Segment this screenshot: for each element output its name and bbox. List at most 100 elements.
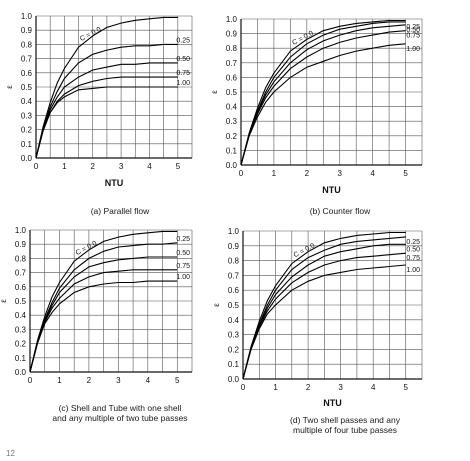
x-tick-label: 0 [34,162,39,171]
x-tick-label: 5 [403,169,408,178]
series-line [29,280,178,373]
x-axis-label: NTU [322,185,341,195]
x-tick-label: 1 [272,169,277,178]
y-tick-label: 0.6 [226,73,238,82]
x-axis-label: NTU [105,178,124,188]
x-tick-label: 5 [176,162,181,171]
panel-title-d: (d) Two shell passes and any multiple of… [290,415,400,435]
x-tick-label: 2 [305,169,310,178]
y-tick-label: 0.2 [228,345,240,354]
x-tick-label: 2 [306,383,311,392]
series-line [242,243,406,380]
series-line [240,43,406,166]
y-axis-label: ε [210,90,219,94]
y-tick-label: 0.1 [228,360,240,369]
x-tick-label: 4 [371,383,376,392]
series-line [242,231,406,380]
series-label: 0.75 [176,70,190,77]
series-line [242,264,406,380]
series-label: 0.50 [406,246,420,253]
series-label: 0.50 [176,250,190,257]
x-tick-label: 4 [370,169,375,178]
y-tick-label: 0.9 [226,30,238,39]
y-tick-label: 0.3 [226,117,238,126]
series-line [29,256,178,373]
series-line [242,252,406,380]
y-tick-label: 1.0 [15,226,27,235]
y-tick-label: 0.5 [21,83,33,92]
y-tick-label: 0.2 [226,132,238,141]
x-tick-label: 4 [146,376,151,385]
series-label: 1.00 [406,267,420,274]
y-tick-label: 0.7 [15,269,27,278]
panel-title-c: (c) Shell and Tube with one shell and an… [52,403,188,423]
y-tick-label: 0.3 [21,111,33,120]
y-tick-label: 0.3 [228,331,240,340]
y-tick-label: 0.1 [226,146,238,155]
x-tick-label: 3 [338,383,343,392]
x-tick-label: 1 [57,376,62,385]
y-axis-label: ε [5,85,14,89]
series-line [242,236,406,380]
series-line [240,30,406,166]
y-tick-label: 0.0 [226,161,238,170]
y-tick-label: 0.2 [15,340,27,349]
series-label: 0.50 [406,27,420,34]
y-tick-label: 0.1 [15,354,27,363]
series-label: 0.25 [176,236,190,243]
series-label: 1.00 [406,46,420,53]
y-tick-label: 0.8 [228,257,240,266]
x-tick-label: 3 [119,162,124,171]
y-tick-label: 0.5 [226,88,238,97]
y-tick-label: 0.2 [21,126,33,135]
x-axis-label: NTU [323,398,342,408]
series-label: 1.00 [176,80,190,87]
x-tick-label: 5 [404,383,409,392]
series-label: C = 0.0 [293,242,316,259]
series-label: 0.50 [176,56,190,63]
series-line [29,269,178,373]
x-tick-label: 3 [338,169,343,178]
y-tick-label: 0.9 [15,240,27,249]
x-tick-label: 1 [62,162,67,171]
series-line [35,62,178,159]
y-tick-label: 0.9 [21,26,33,35]
y-tick-label: 0.7 [228,271,240,280]
series-line [35,86,178,159]
x-tick-label: 3 [116,376,121,385]
series-line [29,242,178,373]
y-tick-label: 0.6 [21,69,33,78]
series-line [240,24,406,166]
x-tick-label: 5 [175,376,180,385]
panel-title-b: (b) Counter flow [309,206,371,216]
y-tick-label: 0.4 [15,311,27,320]
x-tick-label: 0 [241,383,246,392]
series-line [35,16,178,159]
y-axis-label: ε [212,303,221,307]
y-tick-label: 0.5 [15,297,27,306]
x-tick-label: 0 [28,376,33,385]
y-tick-label: 0.3 [15,325,27,334]
y-tick-label: 0.6 [15,283,27,292]
y-tick-label: 1.0 [226,15,238,24]
y-tick-label: 0.0 [15,368,27,377]
x-tick-label: 0 [239,169,244,178]
y-tick-label: 0.8 [21,40,33,49]
y-tick-label: 0.0 [21,154,33,163]
series-line [35,43,178,159]
series-label: 0.25 [176,37,190,44]
y-tick-label: 0.8 [15,254,27,263]
y-tick-label: 0.6 [228,286,240,295]
x-tick-label: 2 [91,162,96,171]
y-tick-label: 0.9 [228,242,240,251]
x-tick-label: 4 [147,162,152,171]
footer-mark: 12 [6,449,15,458]
x-tick-label: 2 [87,376,92,385]
series-label: 0.75 [406,255,420,262]
y-tick-label: 0.1 [21,140,33,149]
y-tick-label: 1.0 [228,227,240,236]
